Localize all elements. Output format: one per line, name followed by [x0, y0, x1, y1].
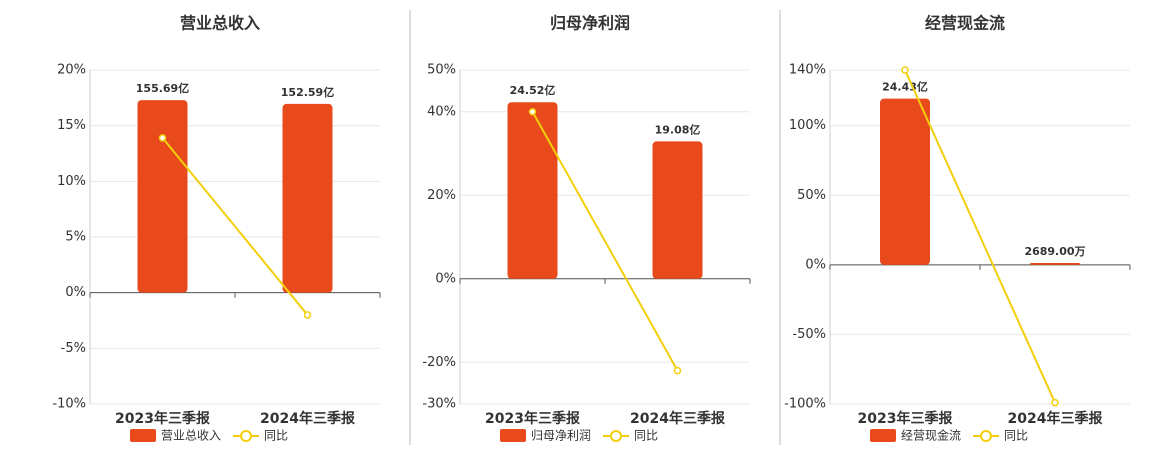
y-tick-label: -50% — [792, 327, 826, 342]
chart-title: 经营现金流 — [925, 14, 1005, 33]
line-point — [673, 366, 682, 375]
bar — [880, 98, 930, 265]
legend-label: 营业总收入 — [161, 429, 221, 443]
y-tick-label: 20% — [427, 188, 456, 203]
value-label: 19.08亿 — [655, 122, 701, 136]
y-tick-label: -5% — [61, 341, 86, 356]
legend-label: 归母净利润 — [531, 429, 591, 443]
bar — [282, 103, 333, 293]
y-tick-label: -30% — [422, 397, 456, 412]
y-tick-label: -20% — [422, 355, 456, 370]
chart-title: 归母净利润 — [550, 14, 630, 33]
line-point — [303, 311, 312, 319]
line-point — [158, 134, 167, 142]
x-tick-label: 2024年三季报 — [260, 410, 355, 427]
x-tick-label: 2024年三季报 — [630, 410, 725, 427]
y-tick-label: 0% — [65, 285, 86, 300]
y-tick-label: 5% — [65, 230, 86, 245]
legend-marker — [610, 430, 623, 442]
y-tick-label: 15% — [57, 118, 86, 133]
x-tick-label: 2023年三季报 — [858, 410, 953, 427]
legend-swatch — [870, 429, 896, 442]
legend-swatch — [500, 429, 526, 442]
value-label: 2689.00万 — [1024, 245, 1085, 258]
y-tick-label: -10% — [52, 397, 86, 412]
bar — [1030, 262, 1080, 265]
chart-title: 营业总收入 — [180, 14, 260, 33]
x-tick-label: 2023年三季报 — [115, 410, 210, 427]
line-point — [528, 108, 537, 116]
bar — [507, 102, 558, 279]
legend-marker — [240, 430, 253, 442]
y-tick-label: 10% — [57, 174, 86, 189]
legend-label: 经营现金流 — [901, 428, 961, 443]
legend-swatch — [130, 429, 156, 442]
value-label: 24.52亿 — [510, 83, 556, 97]
y-tick-label: -100% — [784, 397, 826, 412]
line — [531, 111, 679, 372]
y-tick-label: 50% — [427, 63, 456, 78]
y-tick-label: 50% — [797, 188, 826, 203]
bar — [137, 100, 188, 293]
legend-label: 同比 — [264, 429, 288, 443]
line — [904, 69, 1056, 404]
value-label: 24.43亿 — [882, 80, 928, 94]
value-label: 152.59亿 — [281, 85, 334, 99]
bar — [652, 141, 703, 279]
line — [161, 137, 309, 316]
value-label: 155.69亿 — [136, 81, 189, 95]
y-tick-label: 0% — [435, 271, 456, 286]
y-tick-label: 40% — [427, 104, 456, 119]
y-tick-label: 0% — [805, 257, 826, 272]
legend-marker — [980, 430, 993, 442]
y-tick-label: 100% — [789, 118, 826, 133]
y-tick-label: 20% — [57, 63, 86, 78]
legend-label: 同比 — [634, 429, 658, 443]
x-tick-label: 2023年三季报 — [485, 410, 580, 427]
y-tick-label: 140% — [789, 63, 826, 78]
line-point — [901, 66, 909, 74]
x-tick-label: 2024年三季报 — [1008, 410, 1103, 427]
legend-label: 同比 — [1004, 429, 1028, 443]
line-point — [1051, 398, 1059, 407]
